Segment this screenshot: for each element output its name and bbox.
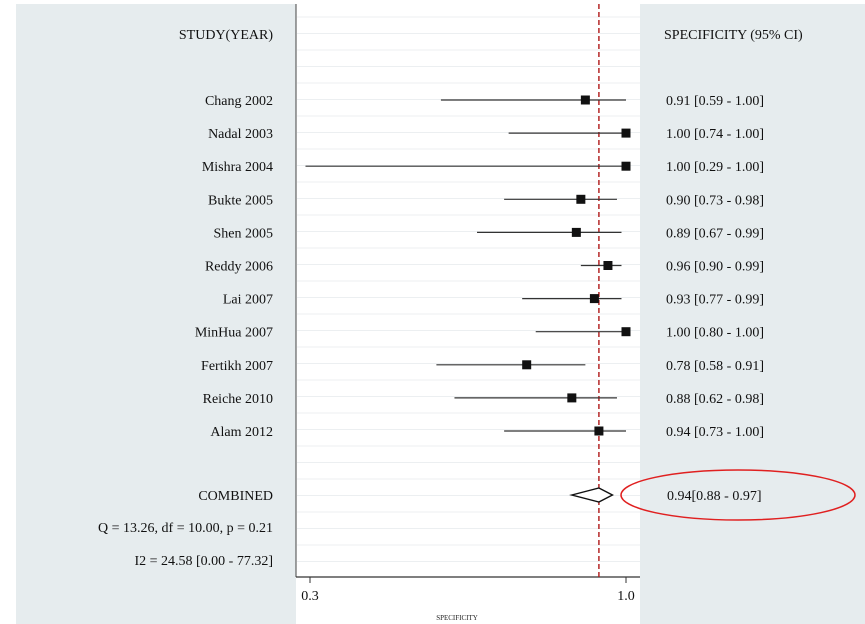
study-label: Reddy 2006 <box>205 260 273 275</box>
point-estimate <box>580 95 590 105</box>
study-column-header: STUDY(YEAR) <box>179 28 273 43</box>
right-panel <box>640 4 865 624</box>
study-label: Mishra 2004 <box>202 160 273 175</box>
study-estimate: 0.91 [0.59 - 1.00] <box>666 94 764 109</box>
highlight-circle <box>620 469 856 521</box>
x-tick-label: 1.0 <box>617 589 635 604</box>
heterogeneity-q: Q = 13.26, df = 10.00, p = 0.21 <box>98 521 273 536</box>
left-panel <box>16 4 296 624</box>
combined-label: COMBINED <box>198 489 273 504</box>
study-estimate: 0.89 [0.67 - 0.99] <box>666 226 764 241</box>
study-estimate: 1.00 [0.29 - 1.00] <box>666 160 764 175</box>
study-rows: Chang 2002 0.91 [0.59 - 1.00] Nadal 2003 1.… <box>195 94 764 440</box>
study-estimate: 0.90 [0.73 - 0.98] <box>666 193 764 208</box>
point-estimate <box>621 128 631 138</box>
study-estimate: 0.93 [0.77 - 0.99] <box>666 293 764 308</box>
study-label: Chang 2002 <box>205 94 273 109</box>
study-label: Lai 2007 <box>223 293 273 308</box>
combined-diamond <box>569 487 614 503</box>
heterogeneity-i2: I2 = 24.58 [0.00 - 77.32] <box>134 554 273 569</box>
study-label: Fertikh 2007 <box>201 359 273 374</box>
study-label: MinHua 2007 <box>195 326 273 341</box>
combined-estimate: 0.94[0.88 - 0.97] <box>667 489 762 504</box>
point-estimate <box>594 426 604 436</box>
study-estimate: 0.94 [0.73 - 1.00] <box>666 425 764 440</box>
point-estimate <box>603 261 613 270</box>
study-label: Bukte 2005 <box>208 193 273 208</box>
study-estimate: 0.96 [0.90 - 0.99] <box>666 260 764 275</box>
x-tick-label: 0.3 <box>301 589 319 604</box>
point-estimate <box>522 360 532 370</box>
point-estimate <box>567 393 577 403</box>
point-estimate <box>621 327 631 337</box>
study-estimate: 0.78 [0.58 - 0.91] <box>666 359 764 374</box>
x-axis-ticks: 0.3 1.0 <box>301 577 635 604</box>
study-estimate: 0.88 [0.62 - 0.98] <box>666 392 764 407</box>
study-label: Alam 2012 <box>210 425 273 440</box>
x-axis-label: SPECIFICITY <box>436 614 478 622</box>
point-estimate <box>576 194 586 204</box>
point-estimate <box>621 161 631 171</box>
study-label: Reiche 2010 <box>203 392 273 407</box>
point-estimate <box>589 294 599 304</box>
point-estimate <box>571 227 581 237</box>
estimate-column-header: SPECIFICITY (95% CI) <box>664 28 803 43</box>
study-estimate: 1.00 [0.80 - 1.00] <box>666 326 764 341</box>
study-label: Shen 2005 <box>214 226 274 241</box>
study-estimate: 1.00 [0.74 - 1.00] <box>666 127 764 142</box>
study-label: Nadal 2003 <box>208 127 273 142</box>
